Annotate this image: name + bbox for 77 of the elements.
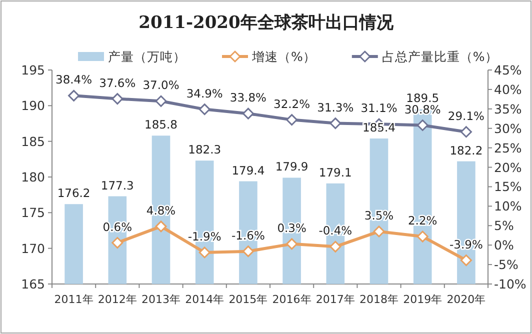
data-label: 179.4 [232, 163, 265, 178]
y2-tick-label: 25% [494, 140, 522, 156]
legend-label: 增速（%） [251, 49, 316, 64]
y2-tick-label: 10% [494, 198, 522, 214]
point [112, 237, 124, 249]
data-label: 3.5% [364, 208, 394, 222]
y2-tick-label: 0% [494, 238, 514, 253]
data-label: 32.2% [274, 96, 310, 111]
data-label: 31.1% [360, 101, 398, 116]
data-label: 176.2 [57, 186, 90, 200]
data-label: -0.4% [318, 224, 352, 238]
point [460, 254, 472, 266]
y-tick-label: 165 [21, 276, 45, 292]
x-tick-label: 2014年 [185, 293, 224, 306]
y-tick-label: 170 [21, 240, 46, 256]
y2-tick-label: 15% [494, 179, 522, 194]
data-label: 31.3% [317, 100, 354, 114]
point [330, 240, 342, 252]
y-tick-label: 195 [21, 62, 45, 78]
x-tick-label: 2017年 [316, 293, 355, 306]
data-label: 37.0% [142, 78, 180, 92]
data-label: 0.3% [277, 220, 306, 235]
point [242, 108, 254, 120]
x-tick-label: 2015年 [228, 293, 268, 306]
data-label: 185.8 [144, 118, 178, 132]
point [330, 118, 342, 130]
y-tick-label: 180 [21, 170, 46, 184]
data-label: 182.3 [188, 142, 222, 157]
point [198, 104, 210, 116]
data-label: 179.1 [318, 165, 352, 180]
point [286, 114, 298, 126]
x-tick-label: 2016年 [272, 293, 312, 306]
data-label: 34.9% [186, 86, 223, 100]
point [198, 246, 210, 258]
x-tick-label: 2019年 [403, 293, 442, 306]
point [112, 93, 124, 105]
y2-tick-label: 45% [494, 62, 522, 78]
y-tick-label: 190 [21, 98, 46, 114]
data-label: 182.2 [450, 143, 483, 158]
data-label: 0.6% [102, 220, 132, 234]
y2-tick-label: 30% [494, 120, 522, 136]
point [416, 230, 428, 242]
data-label: -1.9% [188, 229, 222, 244]
data-label: -3.9% [450, 237, 483, 252]
y2-tick-label: 35% [494, 101, 522, 116]
y-tick-label: 175 [21, 205, 45, 220]
point [286, 238, 298, 250]
data-label: 29.1% [448, 108, 485, 123]
y-tick-label: 185 [21, 134, 45, 149]
data-label: -1.6% [232, 228, 265, 242]
point [155, 95, 167, 107]
x-tick-label: 2011年 [54, 293, 94, 306]
x-tick-label: 2020年 [446, 293, 486, 306]
y2-tick-label: 20% [494, 160, 522, 175]
data-label: 2.2% [408, 214, 438, 228]
legend-label: 占总产量比重（%） [382, 49, 498, 64]
point [373, 226, 385, 238]
y2-tick-label: 5% [494, 218, 514, 234]
y2-tick-label: -5% [494, 257, 518, 272]
point [416, 120, 428, 131]
data-label: 4.8% [146, 203, 176, 218]
y2-tick-label: -10% [494, 276, 526, 292]
point [155, 220, 167, 232]
x-tick-label: 2018年 [360, 293, 398, 306]
data-label: 38.4% [56, 72, 92, 87]
chart-title: 2011-2020年全球茶叶出口情况 [138, 13, 394, 33]
data-label: 33.8% [230, 90, 267, 105]
point [460, 126, 472, 138]
data-label: 37.6% [99, 76, 136, 90]
data-label: 179.9 [275, 160, 308, 174]
data-label: 177.3 [100, 178, 134, 192]
point [242, 246, 254, 258]
x-tick-label: 2013年 [142, 293, 180, 306]
x-tick-label: 2012年 [98, 293, 137, 306]
point [68, 90, 80, 102]
y2-tick-label: 40% [494, 82, 522, 97]
legend-label: 产量（万吨） [108, 49, 186, 64]
